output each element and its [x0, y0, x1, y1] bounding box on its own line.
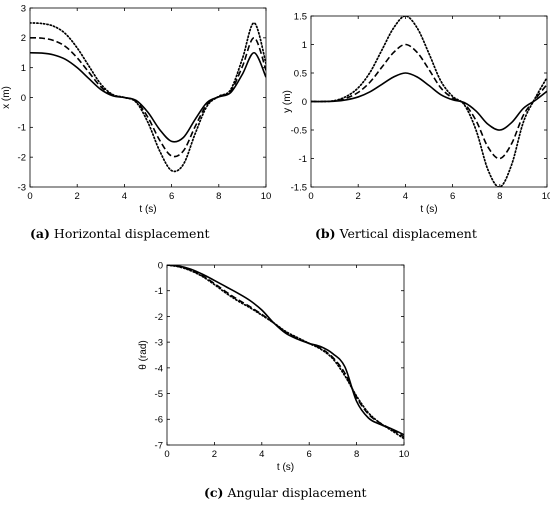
chart-a-ytick-label: 3	[21, 3, 26, 14]
chart-c-plot-frame	[166, 264, 405, 446]
chart-c-series-dotted-line	[167, 265, 404, 440]
chart-a-ytick-label: -3	[18, 182, 26, 193]
chart-b-xtick-label: 2	[356, 191, 361, 202]
caption-b-text: Vertical displacement	[339, 226, 477, 241]
chart-c-series-dashed-line	[167, 265, 404, 438]
chart-b-ytick-label: -1	[299, 154, 307, 165]
chart-c-series-group	[167, 265, 404, 440]
caption-b: (b) Vertical displacement	[315, 226, 477, 241]
chart-b-plot-frame	[310, 15, 548, 188]
chart-b-xlabel: t (s)	[420, 204, 437, 215]
chart-a-series-group	[30, 22, 266, 173]
chart-c-ytick-label: -3	[155, 338, 163, 349]
chart-c-series-solid-line	[167, 265, 404, 436]
chart-c-ylabel: θ (rad)	[138, 340, 149, 369]
chart-a-xtick-label: 8	[216, 191, 221, 202]
chart-a-xtick-label: 4	[122, 191, 127, 202]
chart-b-series-dotted-line	[311, 16, 547, 187]
chart-a-ytick-label: -2	[18, 153, 26, 164]
chart-b-xtick-label: 0	[308, 191, 313, 202]
chart-b: 0 2 4 6 8 10 -1.5 -1 -0.5 0 0.5 1 1.5 t (s) y (m)	[282, 11, 550, 215]
caption-c-text: Angular displacement	[227, 485, 367, 500]
chart-c-ytick-label: -5	[155, 389, 163, 400]
chart-c-xtick-label: 10	[399, 449, 410, 460]
caption-a: (a) Horizontal displacement	[30, 226, 210, 241]
chart-b-xtick-label: 4	[403, 191, 408, 202]
chart-c-ytick-label: 0	[158, 260, 163, 271]
chart-c-ytick-label: -4	[155, 363, 163, 374]
chart-a-series-solid-line	[30, 51, 266, 143]
chart-b-xtick-label: 8	[497, 191, 502, 202]
chart-b-ytick-label: -0.5	[291, 125, 307, 136]
chart-b-ytick-label: 0.5	[294, 68, 307, 79]
chart-c-ytick-label: -2	[155, 312, 163, 323]
chart-b-ytick-label: -1.5	[291, 182, 307, 193]
chart-b-ytick-label: 1.5	[294, 11, 307, 22]
chart-a-series-dotted-line	[30, 22, 266, 173]
chart-c-xlabel: t (s)	[277, 462, 294, 473]
chart-a-series-dashed-line	[30, 37, 266, 158]
chart-b-series-group	[311, 16, 547, 187]
chart-b-ytick-label: 1	[302, 40, 307, 51]
chart-c-xtick-label: 0	[164, 449, 169, 460]
chart-c: 0 2 4 6 8 10 -7 -6 -5 -4 -3 -2 -1 0 t (s) θ (rad)	[138, 260, 409, 473]
chart-c-xtick-label: 6	[307, 449, 312, 460]
chart-b-ytick-label: 0	[302, 97, 307, 108]
chart-a-xtick-label: 2	[75, 191, 80, 202]
chart-a-ylabel: x (m)	[1, 86, 12, 109]
chart-c-ytick-label: -6	[155, 415, 163, 426]
chart-b-ylabel: y (m)	[282, 90, 293, 113]
chart-b-xtick-label: 6	[450, 191, 455, 202]
chart-c-xtick-label: 8	[354, 449, 359, 460]
chart-c-ytick-label: -7	[155, 440, 163, 451]
chart-a-xlabel: t (s)	[139, 204, 156, 215]
caption-a-tag: (a)	[30, 226, 50, 241]
chart-a-ytick-label: 0	[21, 93, 26, 104]
chart-a-plot-frame	[29, 7, 267, 188]
chart-a-ytick-label: -1	[18, 123, 26, 134]
caption-a-text: Horizontal displacement	[53, 226, 210, 241]
chart-a-ytick-label: 2	[21, 33, 26, 44]
caption-c: (c) Angular displacement	[204, 485, 367, 500]
chart-a: 0 2 4 6 8 10 -3 -2 -1 0 1 2 3 t (s) x (m)	[1, 3, 271, 215]
chart-b-xtick-label: 10	[542, 191, 550, 202]
chart-c-ytick-label: -1	[155, 286, 163, 297]
chart-a-xtick-label: 6	[169, 191, 174, 202]
chart-a-ytick-label: 1	[21, 63, 26, 74]
chart-c-xtick-label: 4	[259, 449, 264, 460]
chart-a-xtick-label: 10	[261, 191, 272, 202]
chart-a-xtick-label: 0	[27, 191, 32, 202]
caption-b-tag: (b)	[315, 226, 336, 241]
chart-c-xtick-label: 2	[212, 449, 217, 460]
caption-c-tag: (c)	[204, 485, 224, 500]
chart-b-series-dashed-line	[311, 43, 547, 160]
chart-b-series-solid-line	[311, 72, 547, 131]
